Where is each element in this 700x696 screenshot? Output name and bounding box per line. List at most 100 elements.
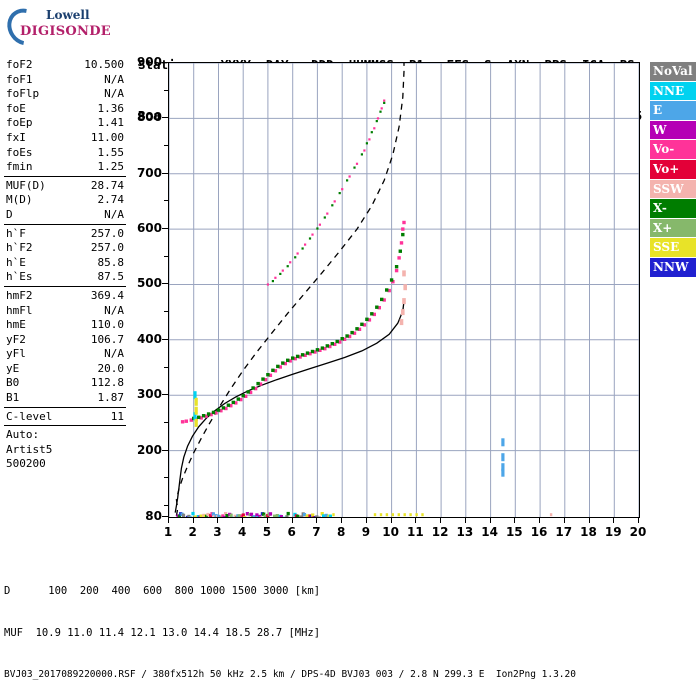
param-value: 10.500 bbox=[84, 58, 124, 73]
legend-item-w[interactable]: W bbox=[650, 121, 696, 141]
param-value: 1.36 bbox=[98, 102, 125, 117]
param-name: h`E bbox=[6, 256, 26, 271]
x-axis-label: 15 bbox=[501, 525, 527, 539]
legend-item-ssw[interactable]: SSW bbox=[650, 180, 696, 200]
y-axis-tick bbox=[162, 339, 168, 340]
y-axis-tick bbox=[164, 505, 168, 506]
y-axis-tick bbox=[164, 311, 168, 312]
x-axis-tick bbox=[366, 517, 367, 523]
param-value: N/A bbox=[104, 304, 124, 319]
x-axis-tick bbox=[490, 517, 491, 523]
param-name: fmin bbox=[6, 160, 33, 175]
param-row: yF2 106.7 bbox=[4, 333, 126, 348]
y-axis-label: 80 bbox=[128, 509, 162, 523]
x-axis-tick bbox=[292, 517, 293, 523]
param-name: h`Es bbox=[6, 270, 33, 285]
x-axis-tick bbox=[465, 517, 466, 523]
param-value: 11 bbox=[111, 410, 124, 425]
param-value: 1.41 bbox=[98, 116, 125, 131]
param-name: B0 bbox=[6, 376, 19, 391]
y-axis-label: 700 bbox=[128, 166, 162, 180]
y-axis-label: 600 bbox=[128, 221, 162, 235]
x-axis-label: 13 bbox=[452, 525, 478, 539]
param-value: 369.4 bbox=[91, 289, 124, 304]
param-value: 87.5 bbox=[98, 270, 125, 285]
param-name: yF2 bbox=[6, 333, 26, 348]
param-name: M(D) bbox=[6, 193, 33, 208]
param-name: h`F bbox=[6, 227, 26, 242]
y-axis-tick bbox=[162, 283, 168, 284]
auto-line: Auto: bbox=[4, 428, 126, 443]
param-group: C-level 11 bbox=[4, 410, 126, 427]
x-axis-tick bbox=[242, 517, 243, 523]
legend-item-vo[interactable]: Vo+ bbox=[650, 160, 696, 180]
param-name: B1 bbox=[6, 391, 19, 406]
x-axis-label: 14 bbox=[477, 525, 503, 539]
x-axis-label: 9 bbox=[353, 525, 379, 539]
legend-item-x[interactable]: X+ bbox=[650, 219, 696, 239]
x-axis-label: 2 bbox=[180, 525, 206, 539]
param-row: fmin 1.25 bbox=[4, 160, 126, 175]
footer-file-row: BVJ03_2017089220000.RSF / 380fx512h 50 k… bbox=[4, 668, 576, 682]
x-axis-tick bbox=[589, 517, 590, 523]
plot-data-layer bbox=[169, 63, 639, 517]
legend-item-vo[interactable]: Vo- bbox=[650, 140, 696, 160]
legend-item-nnw[interactable]: NNW bbox=[650, 258, 696, 278]
param-row: hmFl N/A bbox=[4, 304, 126, 319]
param-value: 28.74 bbox=[91, 179, 124, 194]
param-value: 11.00 bbox=[91, 131, 124, 146]
x-axis-tick bbox=[267, 517, 268, 523]
x-axis-tick bbox=[638, 517, 639, 523]
y-axis-label: 500 bbox=[128, 276, 162, 290]
param-name: C-level bbox=[6, 410, 52, 425]
legend-item-nne[interactable]: NNE bbox=[650, 82, 696, 102]
legend-item-sse[interactable]: SSE bbox=[650, 238, 696, 258]
x-axis-label: 20 bbox=[625, 525, 651, 539]
param-value: 1.25 bbox=[98, 160, 125, 175]
param-name: yFl bbox=[6, 347, 26, 362]
x-axis-label: 18 bbox=[576, 525, 602, 539]
param-row: h`Es 87.5 bbox=[4, 270, 126, 285]
x-axis-tick bbox=[613, 517, 614, 523]
param-name: hmF2 bbox=[6, 289, 33, 304]
param-name: D bbox=[6, 208, 13, 223]
param-value: 112.8 bbox=[91, 376, 124, 391]
x-axis-label: 3 bbox=[204, 525, 230, 539]
y-axis-label: 900 bbox=[128, 55, 162, 69]
param-value: N/A bbox=[104, 87, 124, 102]
x-axis-label: 5 bbox=[254, 525, 280, 539]
x-axis-label: 4 bbox=[229, 525, 255, 539]
legend-item-noval[interactable]: NoVal bbox=[650, 62, 696, 82]
x-axis-tick bbox=[440, 517, 441, 523]
logo-digisonde-text: DIGISONDE bbox=[20, 24, 111, 39]
param-name: yE bbox=[6, 362, 19, 377]
param-value: 106.7 bbox=[91, 333, 124, 348]
x-axis-tick bbox=[564, 517, 565, 523]
y-axis-tick bbox=[162, 62, 168, 63]
ionogram-plot[interactable] bbox=[168, 62, 640, 518]
x-axis-tick bbox=[514, 517, 515, 523]
param-value: 110.0 bbox=[91, 318, 124, 333]
param-name: MUF(D) bbox=[6, 179, 46, 194]
y-axis-label: 200 bbox=[128, 443, 162, 457]
param-name: hmFl bbox=[6, 304, 33, 319]
auto-line: 500200 bbox=[4, 457, 126, 472]
legend-item-x[interactable]: X- bbox=[650, 199, 696, 219]
legend-item-e[interactable]: E bbox=[650, 101, 696, 121]
